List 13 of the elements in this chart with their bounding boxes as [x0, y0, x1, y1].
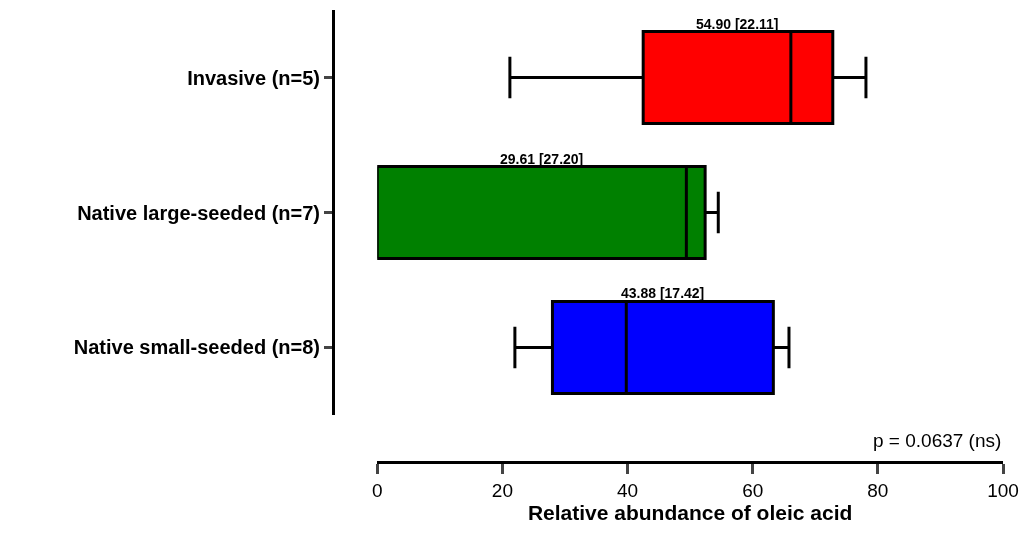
y-tick-label: Invasive (n=5) [187, 66, 320, 89]
x-tick-label: 40 [616, 479, 639, 501]
annotation: 29.61 [27.20] [500, 151, 584, 167]
x-tick-label: 60 [742, 479, 764, 501]
annotation: 43.88 [17.42] [621, 285, 705, 301]
y-tick-label: Native small-seeded (n=8) [73, 336, 320, 359]
x-tick-label: 20 [491, 479, 513, 501]
x-tick-label: 100 [987, 479, 1019, 501]
text: p = 0.0637 (ns) [873, 430, 1002, 451]
x-tick-label: 80 [867, 479, 889, 501]
x-tick-label: 0 [371, 479, 383, 501]
y-tick-label: Native large-seeded (n=7) [77, 201, 320, 224]
x-axis-title: Relative abundance of oleic acid [527, 500, 853, 524]
